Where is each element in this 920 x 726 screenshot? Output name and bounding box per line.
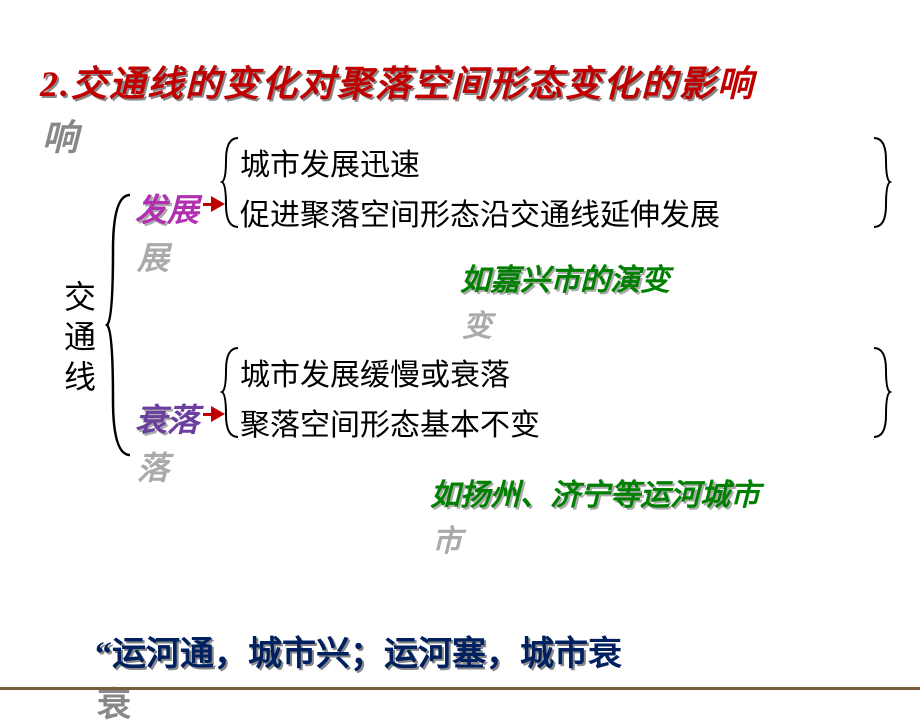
- branch2-line2: 聚落空间形态基本不变: [240, 400, 540, 444]
- branch1-brace-left: [220, 135, 242, 230]
- branch1-line1: 城市发展迅速: [240, 140, 420, 184]
- branch2-example: 如扬州、济宁等运河城市 如扬州、济宁等运河城市: [430, 470, 760, 514]
- diagram-title: 2.交通线的变化对聚落空间形态变化的影响 2.交通线的变化对聚落空间形态变化的影…: [40, 55, 755, 107]
- branch1-brace-right: [870, 135, 892, 230]
- root-label: 交通线: [55, 280, 101, 400]
- branch1-example: 如嘉兴市的演变 如嘉兴市的演变: [460, 255, 670, 299]
- branch2-label: 衰落 衰落: [135, 395, 199, 441]
- branch1-line2: 促进聚落空间形态沿交通线延伸发展: [240, 190, 720, 234]
- root-brace: [105, 190, 135, 460]
- branch2-brace-left: [220, 345, 242, 440]
- branch2-line1: 城市发展缓慢或衰落: [240, 350, 510, 394]
- quote: “运河通，城市兴；运河塞，城市衰 “运河通，城市兴；运河塞，城市衰: [95, 626, 622, 675]
- branch2-brace-right: [870, 345, 892, 440]
- branch1-label: 发展 发展: [135, 185, 199, 231]
